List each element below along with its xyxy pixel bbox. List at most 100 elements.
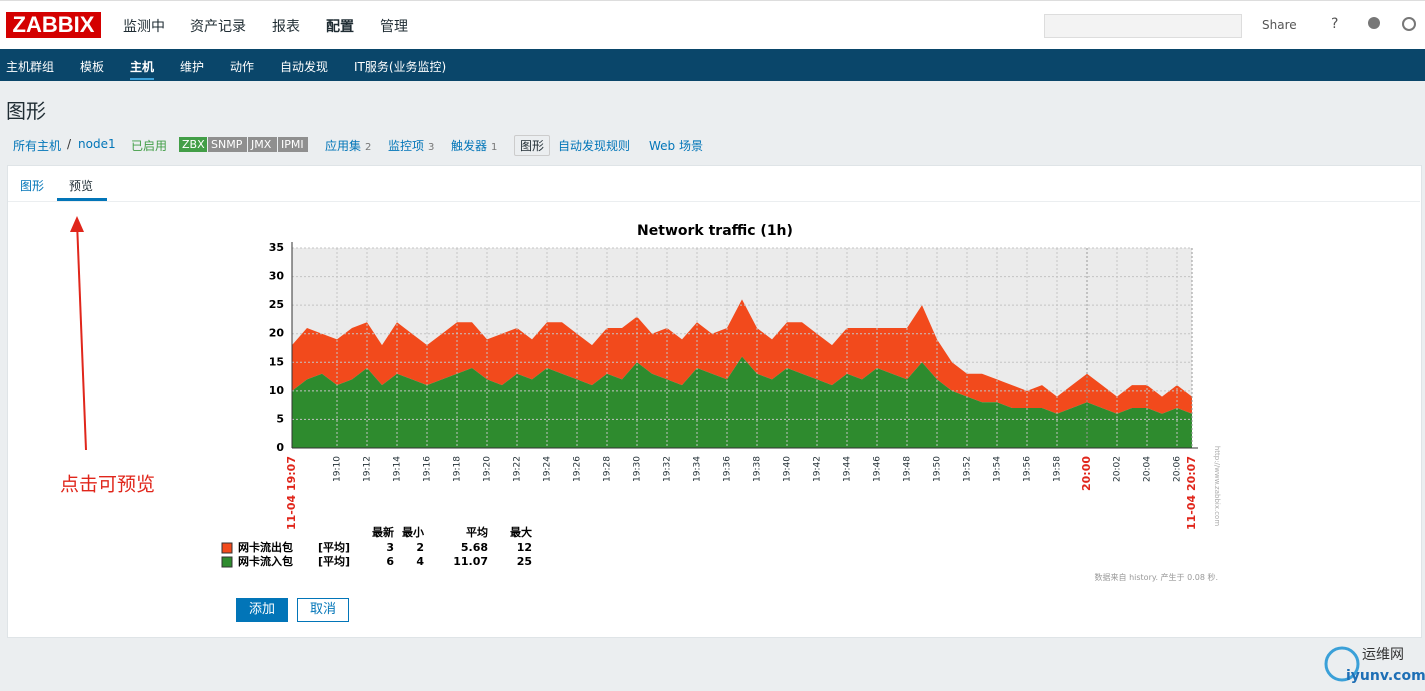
x-tick-label: 19:12 [363,456,373,482]
site-logo [1324,646,1360,682]
x-tick-label: 19:30 [633,456,643,482]
x-tick-label: 19:38 [753,456,763,482]
badge: SNMP [208,137,247,152]
y-tick-label: 30 [269,270,285,283]
user-icon[interactable] [1368,17,1380,29]
legend-value: 5.68 [461,541,488,554]
legend-function: [平均] [318,540,350,554]
submenu-underline [130,78,154,80]
watermark: http://www.zabbix.com [1213,446,1221,526]
button[interactable]: 取消 [297,598,350,622]
host-status: 已启用 [131,139,168,153]
submenu-item[interactable]: 自动发现 [280,60,329,74]
x-tick-label: 19:24 [543,456,553,482]
form-tab[interactable]: 预览 [69,179,94,193]
logo[interactable]: ZABBIX [6,12,101,38]
page-title: 图形 [6,99,46,123]
x-tick-label: 19:20 [483,456,493,482]
crumb-tab[interactable]: 监控项 3 [388,139,435,153]
logout-icon[interactable] [1402,17,1416,31]
menu-item[interactable]: 资产记录 [190,19,246,35]
x-tick-label: 19:14 [393,456,403,482]
badge: ZBX [179,137,207,152]
legend-name: 网卡流入包 [238,554,293,568]
y-tick-label: 25 [269,298,284,311]
x-tick-label: 19:44 [843,456,853,482]
submenu-item[interactable]: 主机群组 [6,60,55,74]
legend-value: 4 [416,555,424,568]
crumb-tab[interactable]: 自动发现规则 [558,139,631,153]
x-tick-label: 19:48 [903,456,913,482]
menu-item[interactable]: 管理 [380,19,408,35]
x-tick-label: 19:54 [993,456,1003,482]
crumb-link[interactable]: node1 [78,137,116,151]
x-tick-label: 20:02 [1113,456,1123,482]
arrow-head [70,216,84,232]
legend-value: 3 [386,541,394,554]
x-tick-label: 11-04 20:07 [1185,456,1198,530]
crumb-tab[interactable]: 图形 [514,135,551,156]
y-tick-label: 0 [276,441,284,454]
tab-underline [57,198,107,201]
submenu-item[interactable]: 维护 [180,60,205,74]
x-tick-label: 19:50 [933,456,943,482]
tab-divider [8,201,1420,202]
count: 3 [428,142,435,153]
legend-value: 25 [517,555,532,568]
x-tick-label: 19:40 [783,456,793,482]
x-tick-label: 19:10 [333,456,343,482]
submenu-bar [0,49,1425,81]
y-tick-label: 20 [269,327,285,340]
search-box[interactable] [1044,14,1242,38]
submenu-item[interactable]: 模板 [80,60,105,74]
share[interactable]: Share [1262,18,1297,32]
crumb-tab[interactable]: 触发器 1 [451,139,498,153]
x-tick-label: 19:34 [693,456,703,482]
x-tick-label: 19:22 [513,456,523,482]
button[interactable]: 添加 [236,598,289,622]
crumb-separator: / [67,137,72,151]
crumb-tab[interactable]: 应用集 2 [325,139,372,153]
x-tick-label: 19:56 [1023,456,1033,482]
submenu-item[interactable]: 主机 [130,60,155,74]
crumb-link[interactable]: 所有主机 [13,139,62,153]
y-tick-label: 5 [276,412,284,425]
legend-value: 12 [517,541,532,554]
legend-header: 最新 [372,525,394,539]
form-tab[interactable]: 图形 [20,179,45,193]
x-tick-label: 19:42 [813,456,823,482]
x-tick-label: 19:36 [723,456,733,482]
legend-swatch [221,542,233,554]
legend-value: 2 [416,541,424,554]
legend-function: [平均] [318,554,350,568]
x-tick-label: 19:16 [423,456,433,482]
help[interactable]: ? [1331,16,1339,32]
x-tick-label: 19:26 [573,456,583,482]
badge: JMX [248,137,277,152]
x-tick-label: 19:28 [603,456,613,482]
y-tick-label: 10 [269,384,285,397]
legend-swatch [221,556,233,568]
legend-value: 6 [386,555,394,568]
footnote: 数据来自 history. 产生于 0.08 秒. [1095,572,1218,582]
badge: IPMI [278,137,308,152]
count: 2 [365,142,372,153]
x-tick-label: 20:00 [1080,456,1093,491]
submenu-item[interactable]: IT服务(业务监控) [354,60,447,74]
header: ZABBIX Share ? [0,0,1425,49]
menu-item[interactable]: 配置 [326,19,354,35]
legend-name: 网卡流出包 [238,540,293,554]
x-tick-label: 19:58 [1053,456,1063,482]
x-tick-label: 11-04 19:07 [285,456,298,530]
x-tick-label: 20:06 [1173,456,1183,482]
x-tick-label: 20:04 [1143,456,1153,482]
menu-item[interactable]: 监测中 [123,19,165,35]
crumb-tab[interactable]: Web 场景 [649,139,703,153]
menu-item[interactable]: 报表 [272,19,300,35]
submenu-item[interactable]: 动作 [230,60,255,74]
annotation: 点击可预览 [60,474,155,496]
y-tick-label: 15 [269,355,284,368]
x-tick-label: 19:46 [873,456,883,482]
arrow [76,221,87,451]
